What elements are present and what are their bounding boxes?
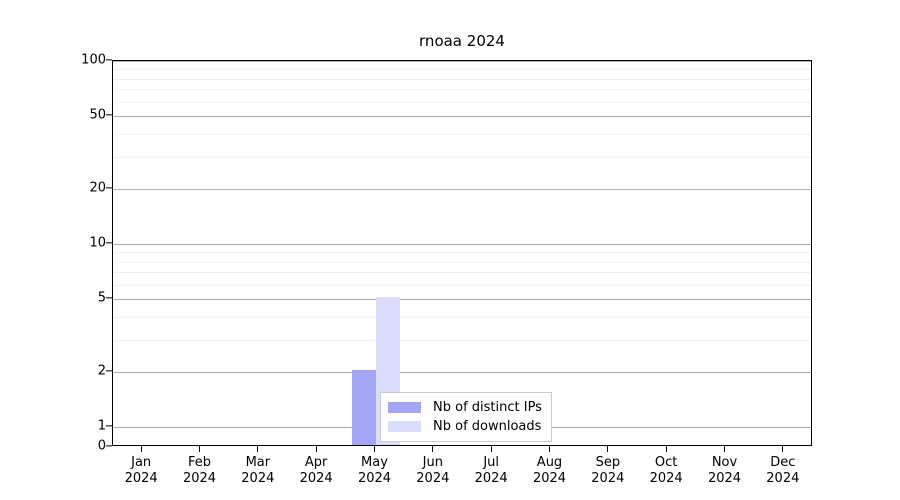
x-tick-label: Apr 2024	[299, 455, 333, 486]
x-tick-mark	[257, 446, 259, 452]
gridline	[113, 284, 811, 286]
x-tick-mark	[315, 446, 317, 452]
y-tick-mark	[106, 59, 112, 61]
x-tick-label: Sep 2024	[591, 455, 625, 486]
gridline	[113, 316, 811, 318]
y-tick-label: 100	[81, 52, 106, 68]
legend-label: Nb of downloads	[433, 419, 542, 434]
x-tick-label: Oct 2024	[649, 455, 683, 486]
gridline	[113, 272, 811, 274]
gridlines	[113, 61, 811, 445]
x-tick-mark	[140, 446, 142, 452]
gridline	[113, 371, 811, 373]
x-tick-label: Aug 2024	[532, 455, 567, 486]
gridline	[113, 156, 811, 158]
x-tick-mark	[373, 446, 376, 452]
gridline	[113, 261, 811, 263]
x-axis: Jan 2024 Feb 2024 Mar 2024 Apr 2024 May 2024 Jun 20…	[112, 446, 812, 500]
bars-layer	[113, 61, 811, 445]
y-tick-label: 0	[97, 438, 106, 454]
x-tick-label: Jan 2024	[124, 455, 158, 486]
x-tick-mark	[607, 446, 609, 452]
gridline	[113, 188, 811, 190]
y-axis: 0 1 2 5 10 20 50 100	[40, 53, 112, 454]
x-tick-label: Jun 2024	[416, 455, 450, 486]
chart-legend: Nb of distinct IPs Nb of downloads	[380, 392, 552, 442]
bar	[351, 369, 376, 445]
y-tick-label: 20	[89, 180, 106, 196]
y-tick-label: 1	[97, 418, 106, 434]
y-tick-mark	[106, 425, 112, 427]
gridline	[113, 116, 811, 118]
gridline	[113, 61, 811, 62]
gridline	[113, 339, 811, 341]
x-tick-label: Dec 2024	[766, 455, 800, 486]
x-tick-label: Feb 2024	[182, 455, 217, 486]
legend-item: Nb of downloads	[388, 417, 542, 436]
x-tick-mark	[198, 446, 201, 452]
x-tick-mark	[432, 446, 434, 452]
y-tick-mark	[106, 445, 112, 447]
gridline	[113, 101, 811, 103]
y-tick-label: 50	[89, 107, 106, 123]
y-tick-label: 2	[97, 363, 106, 379]
y-tick-mark	[106, 370, 112, 372]
x-tick-label: May 2024	[357, 455, 392, 486]
y-tick-label: 10	[89, 235, 106, 251]
legend-swatch	[388, 421, 421, 432]
x-tick-mark	[490, 446, 492, 452]
x-tick-mark	[723, 446, 726, 452]
gridline	[113, 133, 811, 135]
plot-area	[112, 60, 812, 446]
legend-label: Nb of distinct IPs	[433, 400, 542, 415]
y-tick-mark	[106, 297, 112, 299]
y-tick-label: 5	[97, 290, 106, 306]
gridline	[113, 244, 811, 245]
y-tick-mark	[106, 187, 112, 189]
y-tick-mark	[106, 242, 112, 244]
x-tick-label: Nov 2024	[707, 455, 742, 486]
gridline	[113, 299, 811, 301]
x-tick-label: Jul 2024	[474, 455, 508, 486]
chart-title: rnoaa 2024	[419, 32, 505, 50]
gridline	[113, 69, 811, 71]
x-tick-label: Mar 2024	[241, 455, 275, 486]
gridline	[113, 78, 811, 80]
x-tick-mark	[548, 446, 551, 452]
x-tick-mark	[665, 446, 667, 452]
legend-item: Nb of distinct IPs	[388, 398, 542, 417]
legend-swatch	[388, 402, 421, 413]
gridline	[113, 252, 811, 254]
x-tick-mark	[782, 446, 784, 452]
gridline	[113, 89, 811, 91]
y-tick-mark	[106, 114, 112, 116]
